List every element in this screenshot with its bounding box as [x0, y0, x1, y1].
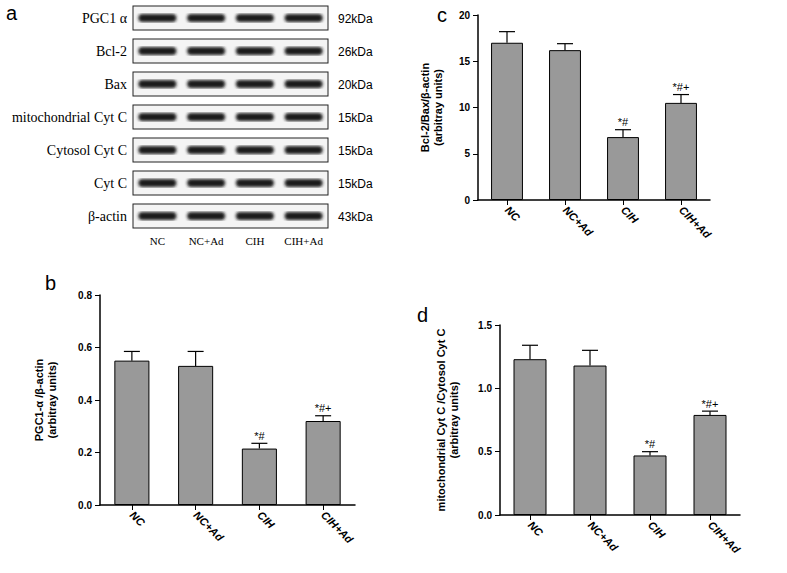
svg-text:0.0: 0.0 — [478, 510, 492, 521]
svg-text:1.0: 1.0 — [478, 383, 492, 394]
svg-text:15kDa: 15kDa — [338, 144, 373, 158]
svg-text:0.0: 0.0 — [78, 500, 92, 511]
svg-text:Cytosol Cyt C: Cytosol Cyt C — [47, 143, 127, 158]
svg-text:NC: NC — [128, 509, 148, 529]
svg-text:10: 10 — [459, 102, 471, 113]
svg-text:*#: *# — [645, 438, 656, 450]
svg-text:15kDa: 15kDa — [338, 111, 373, 125]
svg-text:*#: *# — [618, 116, 629, 128]
svg-text:CIH: CIH — [619, 204, 642, 227]
svg-text:b: b — [45, 272, 56, 294]
svg-text:NC+Ad: NC+Ad — [586, 519, 621, 554]
svg-text:1.5: 1.5 — [478, 320, 492, 331]
svg-text:92kDa: 92kDa — [338, 12, 373, 26]
svg-text:NC: NC — [150, 235, 165, 247]
svg-text:NC: NC — [503, 204, 523, 224]
svg-text:β-actin: β-actin — [88, 209, 127, 224]
svg-text:20: 20 — [459, 10, 471, 21]
svg-text:mitochondrial Cyt C /Cytosol C: mitochondrial Cyt C /Cytosol Cyt C — [435, 329, 447, 512]
svg-text:NC+Ad: NC+Ad — [191, 509, 226, 544]
svg-text:a: a — [6, 2, 18, 24]
svg-text:NC+Ad: NC+Ad — [561, 204, 596, 239]
svg-text:Bax: Bax — [104, 77, 127, 92]
svg-text:CIH+Ad: CIH+Ad — [319, 509, 356, 546]
svg-text:*#+: *#+ — [702, 398, 719, 410]
svg-text:20kDa: 20kDa — [338, 78, 373, 92]
svg-text:Bcl-2/Bax/β-actin: Bcl-2/Bax/β-actin — [419, 63, 431, 153]
svg-text:43kDa: 43kDa — [338, 210, 373, 224]
svg-text:Bcl-2: Bcl-2 — [96, 44, 127, 59]
svg-text:0.6: 0.6 — [78, 342, 92, 353]
svg-text:0.2: 0.2 — [78, 447, 92, 458]
svg-text:0.4: 0.4 — [78, 395, 92, 406]
svg-text:CIH: CIH — [255, 509, 278, 532]
svg-text:CIH+Ad: CIH+Ad — [677, 204, 714, 241]
svg-text:CIH+Ad: CIH+Ad — [284, 235, 323, 247]
svg-text:5: 5 — [464, 148, 470, 159]
svg-text:(arbitray units): (arbitray units) — [46, 361, 58, 438]
svg-text:26kDa: 26kDa — [338, 45, 373, 59]
svg-text:mitochondrial Cyt C: mitochondrial Cyt C — [12, 110, 127, 125]
svg-text:CIH: CIH — [245, 235, 264, 247]
svg-text:(arbitray units): (arbitray units) — [432, 69, 444, 146]
svg-text:NC: NC — [526, 519, 546, 539]
svg-text:c: c — [437, 4, 447, 26]
svg-text:*#+: *#+ — [315, 402, 332, 414]
svg-text:0.8: 0.8 — [78, 290, 92, 301]
svg-text:*#: *# — [254, 430, 265, 442]
svg-text:d: d — [417, 304, 428, 326]
svg-text:CIH+Ad: CIH+Ad — [706, 519, 743, 556]
svg-text:0: 0 — [464, 195, 470, 206]
svg-text:PGC1 α: PGC1 α — [82, 11, 128, 26]
svg-text:PGC1-α /β-actin: PGC1-α /β-actin — [33, 358, 45, 441]
svg-text:CIH: CIH — [646, 519, 669, 542]
svg-text:*#+: *#+ — [673, 81, 690, 93]
svg-text:NC+Ad: NC+Ad — [189, 235, 224, 247]
svg-text:15: 15 — [459, 56, 471, 67]
svg-text:0.5: 0.5 — [478, 446, 492, 457]
svg-text:15kDa: 15kDa — [338, 177, 373, 191]
svg-text:(arbitray units): (arbitray units) — [448, 381, 460, 458]
svg-text:Cyt C: Cyt C — [94, 176, 127, 191]
